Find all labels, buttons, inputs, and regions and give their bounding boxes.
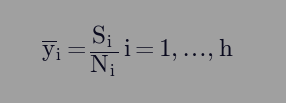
Text: $\overline{\mathrm{y}}_{\mathrm{i}} = \dfrac{\mathrm{S}_{\mathrm{i}}}{\mathrm{N}: $\overline{\mathrm{y}}_{\mathrm{i}} = \d…: [41, 24, 234, 79]
